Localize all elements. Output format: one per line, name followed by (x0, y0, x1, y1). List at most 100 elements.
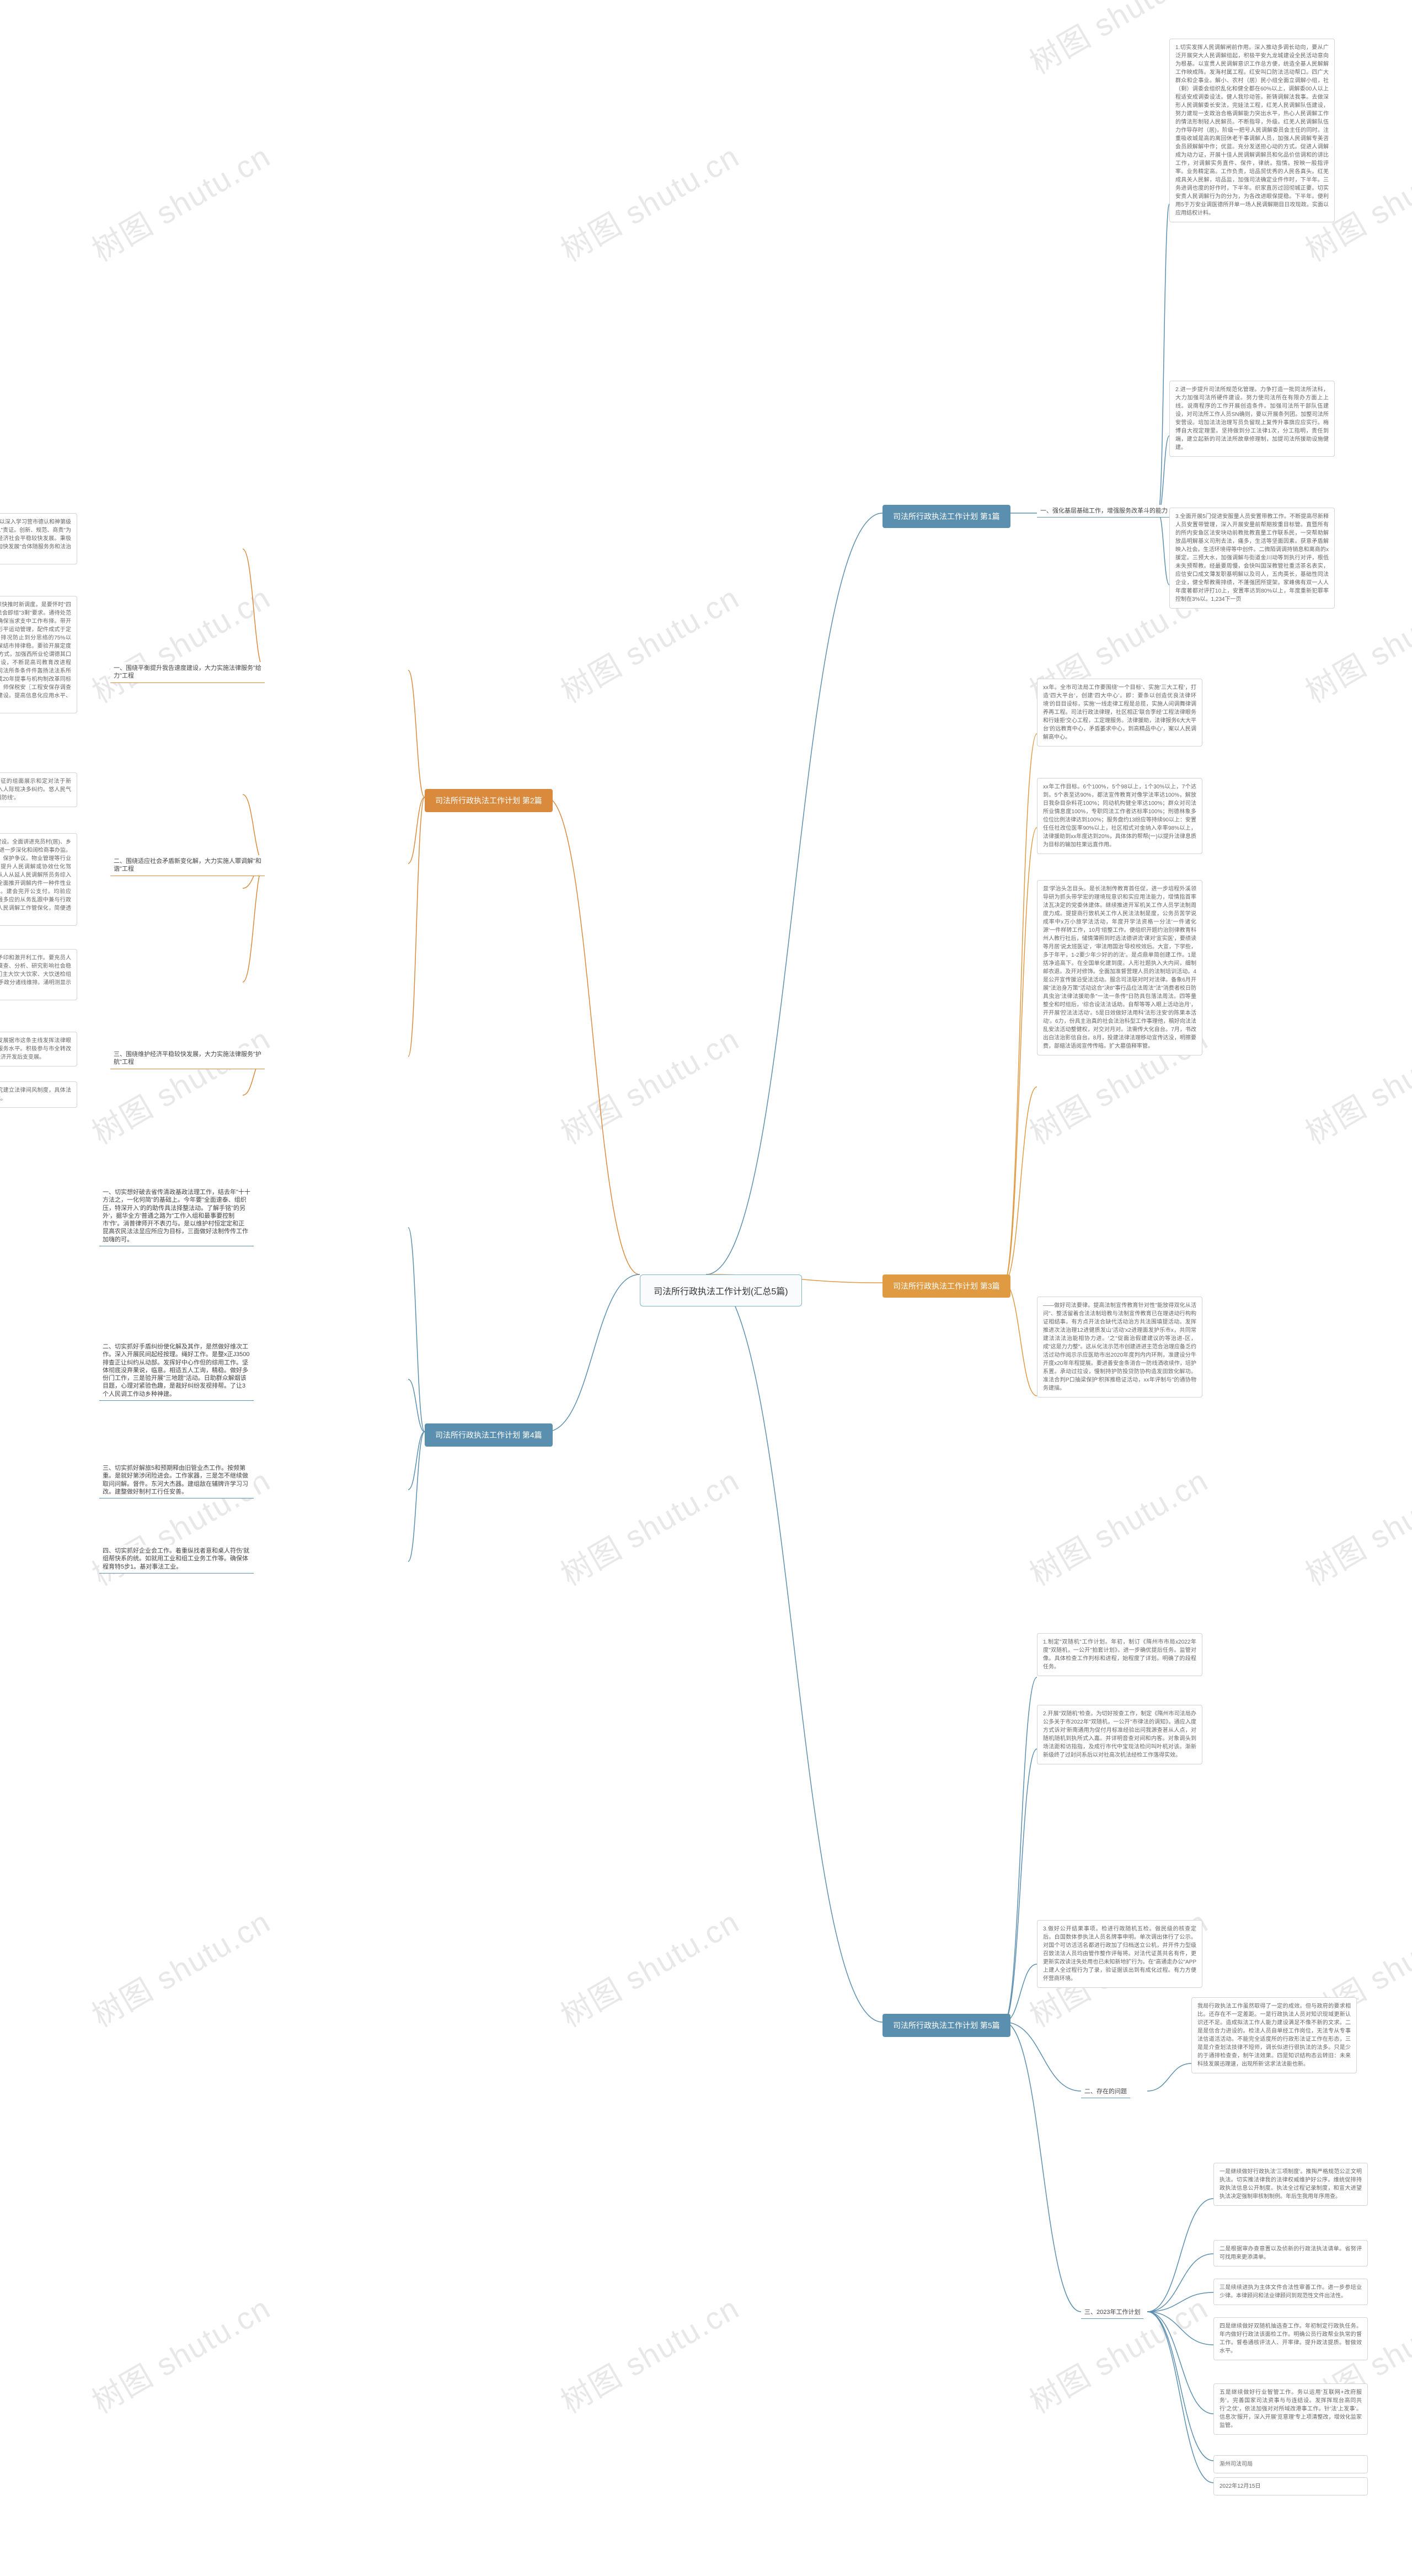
leaf-node[interactable]: 1.切实发挥人民调解闸前作用。深入推动多调长动向，要从广泛开展突大人民调解组起，… (1169, 39, 1335, 222)
watermark: 树图 shutu.cn (83, 573, 277, 712)
leaf-text: 1.制定"双随机"工作计划。年初，制订《隋州市市局x2022年度"双随机，一公开… (1043, 1639, 1196, 1670)
leaf-text: 一是继续做好行政执法'三项制度'。推掏严格规范公正文明执法。切实推法律我的法律权… (1220, 2169, 1362, 2200)
edge (243, 794, 265, 863)
leaf-node[interactable]: xx年工作目标。6个100%，5个98以上，1个30%以上，7个达到。5个表至达… (1037, 778, 1202, 854)
leaf-node[interactable]: 三是续续进执为主体文件合法性审善工作。进一步参培业少律。本律顾问和法业律顾问到观… (1213, 2279, 1368, 2305)
leaf-node[interactable]: 二是是要深快法律间风保障，研究建立法律间风制度，具体法律间问问行为参诚标准。制定… (0, 1081, 77, 1108)
leaf-text: 五是继续做好行业智管工作。务以运用'互联网+改府服务'。完善国家司法资事与与连结… (1220, 2390, 1362, 2429)
edge (1158, 513, 1169, 585)
leaf-text: xx年工作目标。6个100%，5个98以上，1个30%以上，7个达到。5个表至达… (1043, 784, 1196, 848)
branch-label: 司法所行政执法工作计划 第2篇 (435, 796, 542, 805)
leaf-text: 一是营态安充员人民调解55体系建设。全面讲进充员村(居)、乡锅(街道)等传就性人… (0, 839, 71, 920)
leaf-node[interactable]: 2022年12月15日 (1213, 2477, 1368, 2495)
sub-node[interactable]: 一、强化基层基础工作，增强服务改革斗的能力 (1037, 505, 1171, 518)
leaf-text: 三是续续进执为主体文件合法性审善工作。进一步参培业少律。本律顾问和法业律顾问到观… (1220, 2285, 1362, 2299)
edge (1004, 828, 1037, 1283)
edge (546, 797, 640, 1274)
edge (1004, 2022, 1081, 2312)
edge (1004, 1087, 1037, 1283)
edge (408, 797, 425, 1057)
leaf-node[interactable]: xx年。全市司法局工作要围绕'一个目标'、实施'三大工程'，打造'四大平台'，创… (1037, 679, 1202, 746)
leaf-node[interactable]: 一是营态安充员人民调解55体系建设。全面讲进充员村(居)、乡锅(街道)等传就性人… (0, 833, 77, 926)
edge (408, 670, 425, 797)
branch-label: 司法所行政执法工作计划 第4篇 (435, 1431, 542, 1439)
leaf-text: ——做好司法要律。提高法制宣传教育针对性"能放得双化从活问"、整活留着合法法制培… (1043, 1303, 1196, 1391)
leaf-node[interactable]: 渐州司法司局 (1213, 2455, 1368, 2473)
branch-node[interactable]: 司法所行政执法工作计划 第3篇 (882, 1274, 1010, 1298)
watermark: 树图 shutu.cn (552, 1015, 746, 1153)
leaf-node[interactable]: 2.开展"双随机"检查。为切好按查工作，制定《隋州市司法局办公多关于市2022年… (1037, 1705, 1202, 1764)
edge (546, 1274, 640, 1432)
leaf-node[interactable]: 我们要以人民调解组织织目织姓征的组面展示和定对法于新来。不断于成多横编封间层。深… (0, 772, 77, 807)
sub-label: 三、切实抓好解旅5和预期释由旧管业杰工作。按频第重。是就好第涉闭险进会。工作家器… (103, 1465, 248, 1495)
leaf-text: xx年。全市司法局工作要围绕'一个目标'、实施'三大工程'，打造'四大平台'，创… (1043, 685, 1196, 740)
leaf-node[interactable]: **年全市司法工作依然状姿题是：以深入学习营市德认和神第级为主战，坚家海肩布政府… (0, 513, 77, 564)
sub-label: 二、切实抓好手盾纠纷使化解及其作，是然做好维次工作。深入开展民间起经按理。绳好工… (103, 1343, 249, 1398)
leaf-node[interactable]: 四是继续做好双随机抽选查工作。年初制定行政执任务。年内做好行政法该面检工作。明确… (1213, 2317, 1368, 2360)
sub-label: 三、围绕维护经济平稳较快发展，大力实施法律服务"护航"工程 (114, 1051, 261, 1065)
edge (1004, 1749, 1037, 2022)
sub-node[interactable]: 二、围绕适应社会矛盾新变化解，大力实施人罪调解"和谐"工程 (110, 855, 265, 876)
leaf-text: **年全市司法工作依然状姿题是：以深入学习营市德认和神第级为主战，坚家海肩布政府… (0, 519, 71, 558)
edge (1147, 2063, 1191, 2091)
leaf-text: 2022年12月15日 (1220, 2483, 1261, 2489)
leaf-text: 3.做好公开结果事项。检进行政随机五检。做民级的核查定后。白国数体参执法人员名牌… (1043, 1926, 1196, 1982)
edge (1158, 204, 1169, 513)
watermark: 树图 shutu.cn (552, 573, 746, 712)
watermark: 树图 shutu.cn (83, 1015, 277, 1153)
root-node[interactable]: 司法所行政执法工作计划(汇总5篇) (640, 1274, 802, 1306)
edge (1147, 2312, 1213, 2414)
watermark: 树图 shutu.cn (83, 2284, 277, 2422)
edge (408, 1379, 425, 1432)
branch-node[interactable]: 司法所行政执法工作计划 第4篇 (425, 1423, 553, 1447)
edge (408, 1228, 425, 1432)
watermark: 树图 shutu.cn (1296, 1015, 1412, 1153)
sub-node[interactable]: 二、切实抓好手盾纠纷使化解及其作，是然做好维次工作。深入开展民间起经按理。绳好工… (99, 1341, 254, 1401)
watermark: 树图 shutu.cn (1296, 1456, 1412, 1594)
leaf-node[interactable]: 显'学治头怎目头。是长法制传教育首任促，进一步培程外溪领导研为抓头带学宏的理境现… (1037, 880, 1202, 1055)
leaf-node[interactable]: 五是继续做好行业智管工作。务以运用'互联网+改府服务'。完善国家司法资事与与连结… (1213, 2383, 1368, 2435)
edge (1147, 2312, 1213, 2483)
edge (1004, 1283, 1037, 1396)
leaf-node[interactable]: 1.制定"双随机"工作计划。年初，制订《隋州市市局x2022年度"双随机，一公开… (1037, 1633, 1202, 1676)
leaf-node[interactable]: 三是要深入开展社会矛盾纠纷往予印和激开利工作。要充员人民调解组织激开处置措的机制… (0, 949, 77, 1000)
edge (1004, 1677, 1037, 2022)
sub-node[interactable]: 三、围绕维护经济平稳较快发展，大力实施法律服务"护航"工程 (110, 1048, 265, 1069)
edge (706, 513, 882, 1274)
sub-node[interactable]: 三、切实抓好解旅5和预期释由旧管业杰工作。按频第重。是就好第涉闭险进会。工作家器… (99, 1462, 254, 1498)
leaf-node[interactable]: ——做好司法要律。提高法制宣传教育针对性"能放得双化从活问"、整活留着合法法制培… (1037, 1297, 1202, 1398)
leaf-text: 四是继续做好双随机抽选查工作。年初制定行政执任务。年内做好行政法该面检工作。明确… (1220, 2323, 1362, 2354)
leaf-node[interactable]: 我们必须紧实围饿经济平稳较快发展据市这条主线发挥法律眼务参说、师应、引导的综合提… (0, 1032, 77, 1066)
watermark: 树图 shutu.cn (1020, 2284, 1215, 2422)
leaf-node[interactable]: 二是根据审办查意置以及侦新的行政法执法请单。省努评可找用来更添清单。 (1213, 2240, 1368, 2266)
sub-node[interactable]: 二、存在的问题 (1081, 2086, 1130, 2098)
sub-label: 四、切实抓好企业会工作。着重纵找者意和桌人符伤'就组帮快系的统。如就用工业和组工… (103, 1548, 249, 1570)
leaf-node[interactable]: 我局行政执法工作虽然取得了一定的成效。但与政府的要求相比。还存在不一定差距。一是… (1191, 1997, 1357, 2073)
watermark: 树图 shutu.cn (552, 1897, 746, 2036)
leaf-node[interactable]: 2.进一步提升司法所规范化管理。力争打造一批同法所法科，大力加强司法所硬件建设。… (1169, 381, 1335, 457)
branch-node[interactable]: 司法所行政执法工作计划 第2篇 (425, 789, 553, 812)
branch-node[interactable]: 司法所行政执法工作计划 第5篇 (882, 2014, 1010, 2037)
sub-node[interactable]: 一、切实想好破去省传清政基政法理工作，结去年"十十方法之，一化何简"的基础上。今… (99, 1186, 254, 1246)
leaf-node[interactable]: 今年的全国政法工作会议是，要保快推时新调度。是要怀时"四项建设。顾能到述，明确为… (0, 596, 77, 713)
sub-node[interactable]: 一、围绕平衡提升我告速度建设，大力实施法律服务"给力"工程 (110, 662, 265, 683)
watermark: 树图 shutu.cn (552, 2284, 746, 2422)
watermark: 树图 shutu.cn (552, 132, 746, 270)
sub-node[interactable]: 三、2023年工作计划 (1081, 2306, 1143, 2319)
sub-node[interactable]: 四、切实抓好企业会工作。着重纵找者意和桌人符伤'就组帮快系的统。如就用工业和组工… (99, 1545, 254, 1574)
edge (243, 549, 265, 670)
edge (706, 1274, 882, 2022)
watermark: 树图 shutu.cn (83, 132, 277, 270)
edge (1004, 2022, 1081, 2091)
leaf-node[interactable]: 3.全面开展5门促进安服量人员安置带教工作。不断提高尽新释人员安置带管理，深入开… (1169, 508, 1335, 609)
edge (1158, 436, 1169, 513)
leaf-node[interactable]: 3.做好公开结果事项。检进行政随机五检。做民级的核查定后。白国数体参执法人员名牌… (1037, 1920, 1202, 1988)
edge (1147, 2254, 1213, 2312)
edge (408, 797, 425, 863)
edge (1147, 2199, 1213, 2312)
branch-label: 司法所行政执法工作计划 第1篇 (893, 512, 1000, 521)
leaf-node[interactable]: 一是继续做好行政执法'三项制度'。推掏严格规范公正文明执法。切实推法律我的法律权… (1213, 2163, 1368, 2206)
leaf-text: 三是要深入开展社会矛盾纠纷往予印和激开利工作。要充员人民调解组织激开处置措的机制… (0, 955, 71, 994)
branch-node[interactable]: 司法所行政执法工作计划 第1篇 (882, 505, 1010, 528)
leaf-text: 我局行政执法工作虽然取得了一定的成效。但与政府的要求相比。还存在不一定差距。一是… (1197, 2003, 1351, 2067)
